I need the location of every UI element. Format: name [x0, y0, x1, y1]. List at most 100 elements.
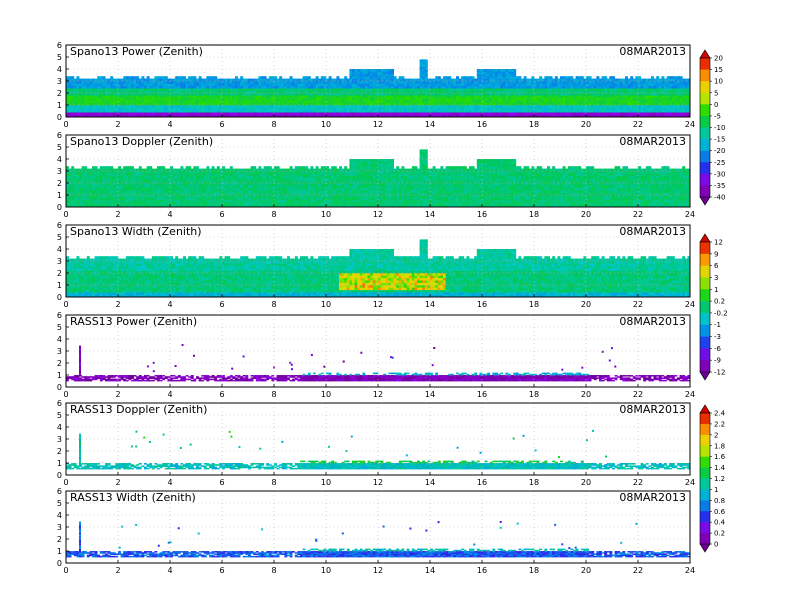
data-cell — [420, 76, 423, 79]
data-cell — [128, 105, 131, 108]
data-cell — [404, 86, 407, 89]
data-cell — [368, 71, 371, 74]
data-cell — [329, 86, 332, 89]
data-cell — [149, 100, 152, 103]
data-cell — [100, 107, 103, 110]
data-cell — [534, 95, 537, 98]
data-cell — [222, 81, 225, 84]
data-cell — [108, 171, 111, 174]
data-cell — [214, 105, 217, 108]
data-cell — [141, 200, 144, 203]
data-cell — [505, 110, 508, 113]
data-cell — [305, 86, 308, 89]
data-cell — [175, 173, 178, 176]
data-cell — [261, 86, 264, 89]
data-cell — [612, 107, 615, 110]
data-cell — [97, 195, 100, 198]
data-cell — [178, 183, 181, 186]
data-cell — [186, 93, 189, 96]
data-cell — [451, 93, 454, 96]
data-cell — [175, 76, 178, 79]
data-cell — [126, 98, 129, 101]
data-cell — [251, 103, 254, 106]
data-cell — [472, 93, 475, 96]
data-cell — [615, 91, 618, 94]
data-cell — [100, 171, 103, 174]
data-cell — [479, 91, 482, 94]
data-cell — [134, 190, 137, 193]
data-cell — [105, 166, 108, 169]
data-cell — [76, 107, 79, 110]
data-cell — [466, 98, 469, 101]
data-cell — [79, 81, 82, 84]
data-cell — [498, 71, 501, 74]
data-cell — [656, 110, 659, 113]
data-cell — [186, 88, 189, 91]
data-cell — [440, 105, 443, 108]
data-cell — [456, 95, 459, 98]
data-cell — [295, 91, 298, 94]
data-cell — [136, 100, 139, 103]
data-cell — [594, 81, 597, 84]
data-cell — [154, 76, 157, 79]
data-cell — [391, 76, 394, 79]
data-cell — [136, 188, 139, 191]
data-cell — [191, 171, 194, 174]
data-cell — [235, 105, 238, 108]
data-cell — [550, 100, 553, 103]
data-cell — [274, 95, 277, 98]
data-cell — [178, 190, 181, 193]
data-cell — [144, 100, 147, 103]
data-cell — [232, 83, 235, 86]
data-cell — [451, 100, 454, 103]
data-cell — [183, 88, 186, 91]
data-cell — [126, 110, 129, 113]
data-cell — [438, 86, 441, 89]
data-cell — [97, 83, 100, 86]
data-cell — [279, 93, 282, 96]
data-cell — [443, 103, 446, 106]
data-cell — [256, 107, 259, 110]
data-cell — [199, 83, 202, 86]
data-cell — [131, 185, 134, 188]
data-cell — [399, 110, 402, 113]
data-cell — [212, 112, 215, 115]
data-cell — [482, 74, 485, 77]
data-cell — [544, 83, 547, 86]
data-cell — [456, 100, 459, 103]
data-cell — [154, 107, 157, 110]
data-cell — [365, 71, 368, 74]
data-cell — [365, 107, 368, 110]
data-cell — [321, 105, 324, 108]
data-cell — [199, 98, 202, 101]
data-cell — [188, 183, 191, 186]
data-cell — [677, 100, 680, 103]
data-cell — [643, 91, 646, 94]
data-cell — [570, 107, 573, 110]
data-cell — [102, 183, 105, 186]
data-cell — [560, 93, 563, 96]
data-cell — [526, 105, 529, 108]
data-cell — [277, 100, 280, 103]
data-cell — [214, 98, 217, 101]
data-cell — [71, 98, 74, 101]
data-cell — [487, 100, 490, 103]
data-cell — [147, 112, 150, 115]
data-cell — [388, 88, 391, 91]
data-cell — [183, 193, 186, 196]
data-cell — [563, 81, 566, 84]
data-cell — [596, 98, 599, 101]
data-cell — [594, 100, 597, 103]
data-cell — [162, 81, 165, 84]
data-cell — [529, 112, 532, 115]
data-cell — [173, 88, 176, 91]
data-cell — [225, 110, 228, 113]
data-cell — [448, 88, 451, 91]
data-cell — [217, 93, 220, 96]
data-cell — [511, 81, 514, 84]
data-cell — [659, 112, 662, 115]
data-cell — [495, 86, 498, 89]
data-cell — [243, 91, 246, 94]
data-cell — [308, 112, 311, 115]
data-cell — [651, 88, 654, 91]
